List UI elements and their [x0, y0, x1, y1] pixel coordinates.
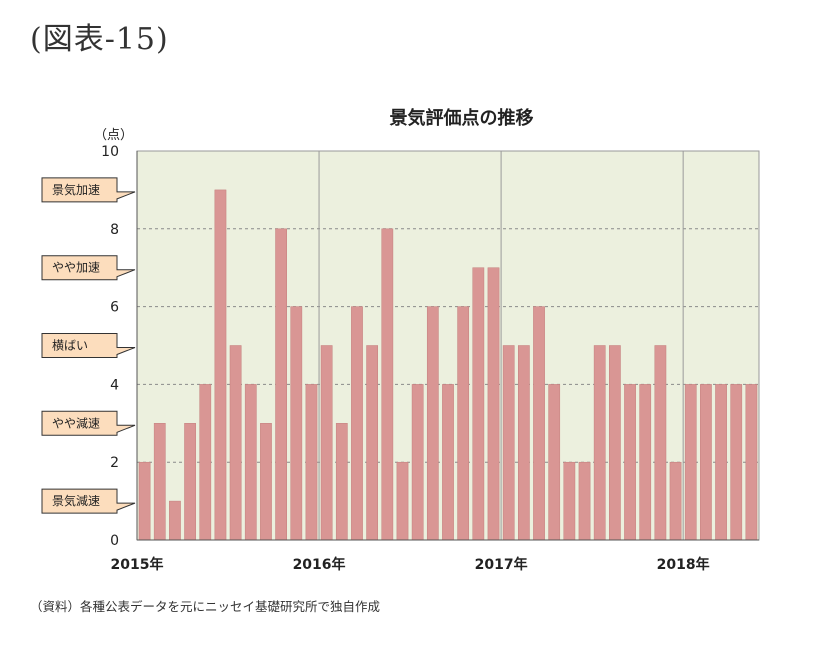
- callout-label: 横ばい: [52, 339, 88, 353]
- source-note: （資料）各種公表データを元にニッセイ基礎研究所で独自作成: [30, 599, 381, 614]
- bar: [715, 384, 727, 541]
- bar: [351, 306, 363, 541]
- bar: [593, 345, 606, 541]
- bar: [411, 384, 424, 541]
- bar: [730, 384, 743, 541]
- y-axis: 0 2 4 6 8 10: [101, 144, 138, 549]
- bar: [609, 345, 621, 541]
- callout: 横ばい: [41, 333, 136, 358]
- bar: [639, 384, 652, 541]
- x-tick-label: 2015年: [111, 556, 164, 573]
- bar: [442, 384, 454, 541]
- callout-box: [41, 488, 136, 514]
- bar: [578, 461, 591, 541]
- bar: [472, 267, 485, 541]
- x-tick-label: 2017年: [475, 556, 528, 573]
- chart-title: 景気評価点の推移: [389, 108, 534, 129]
- bar: [305, 384, 318, 541]
- y-tick-label: 2: [110, 455, 119, 471]
- bar: [260, 423, 272, 541]
- callout: 景気減速: [41, 488, 136, 514]
- callout-box: [41, 333, 136, 358]
- bar: [563, 461, 576, 541]
- bar: [169, 500, 181, 541]
- bar: [396, 461, 409, 541]
- bar: [533, 306, 545, 541]
- bar: [366, 345, 379, 541]
- bar: [199, 384, 212, 541]
- y-tick-label: 4: [110, 377, 119, 393]
- bar: [214, 189, 227, 541]
- figure-label: (図表-15): [30, 22, 169, 57]
- y-tick-label: 8: [110, 222, 119, 238]
- bar: [624, 384, 636, 541]
- y-tick-label: 10: [101, 144, 119, 160]
- y-axis-unit-label: （点）: [94, 128, 133, 143]
- bar: [184, 423, 196, 541]
- bar: [684, 384, 697, 541]
- bar: [290, 306, 303, 541]
- bar: [138, 461, 151, 541]
- callout: 景気加速: [41, 177, 136, 203]
- callout: やや減速: [41, 410, 136, 436]
- bar: [335, 423, 348, 541]
- bar: [517, 345, 530, 541]
- bar: [654, 345, 667, 541]
- callout-label: 景気減速: [52, 493, 100, 508]
- x-tick-label: 2018年: [657, 556, 710, 573]
- x-tick-label: 2016年: [293, 556, 346, 573]
- x-axis: 2015年 2016年 2017年 2018年: [111, 539, 759, 573]
- bar: [487, 267, 500, 541]
- callout-label: やや加速: [52, 261, 100, 275]
- bar: [153, 423, 166, 541]
- callout-box: [41, 410, 136, 436]
- bar: [502, 345, 515, 541]
- bar: [320, 345, 333, 541]
- bar: [669, 461, 682, 541]
- callout-label: やや減速: [52, 415, 100, 430]
- y-tick-label: 0: [110, 533, 119, 549]
- y-tick-label: 6: [110, 300, 119, 316]
- callout-box: [41, 177, 136, 203]
- callout: やや加速: [41, 255, 136, 281]
- callout-label: 景気加速: [52, 182, 100, 197]
- bar: [548, 384, 561, 541]
- bar: [457, 306, 470, 541]
- bar: [275, 228, 287, 541]
- bar: [700, 384, 712, 541]
- bar: [229, 345, 242, 541]
- bar: [381, 228, 394, 541]
- bar: [426, 306, 439, 541]
- bar: [244, 384, 257, 541]
- callout-box: [41, 255, 136, 281]
- bar: [745, 384, 758, 541]
